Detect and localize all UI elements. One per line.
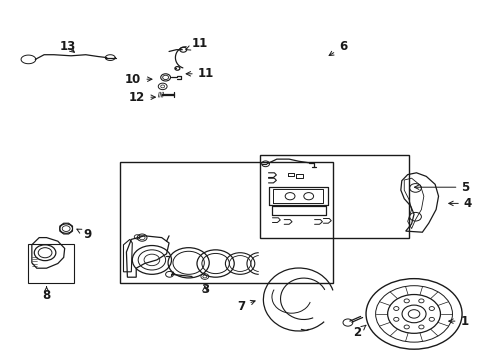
Text: 10: 10 <box>125 73 152 86</box>
Text: 12: 12 <box>129 91 155 104</box>
Text: 3: 3 <box>201 283 209 296</box>
Bar <box>120 162 333 283</box>
Text: 9: 9 <box>77 228 91 241</box>
Text: 7: 7 <box>238 300 255 312</box>
Text: 1: 1 <box>449 315 468 328</box>
Text: 5: 5 <box>415 181 469 194</box>
Text: 6: 6 <box>329 40 347 55</box>
Bar <box>260 155 409 238</box>
Text: 11: 11 <box>186 67 214 80</box>
Text: 11: 11 <box>186 37 208 50</box>
Text: 2: 2 <box>353 325 366 339</box>
Text: 4: 4 <box>449 197 472 210</box>
Text: 8: 8 <box>43 287 50 302</box>
Bar <box>28 244 74 283</box>
Text: 13: 13 <box>59 40 76 53</box>
